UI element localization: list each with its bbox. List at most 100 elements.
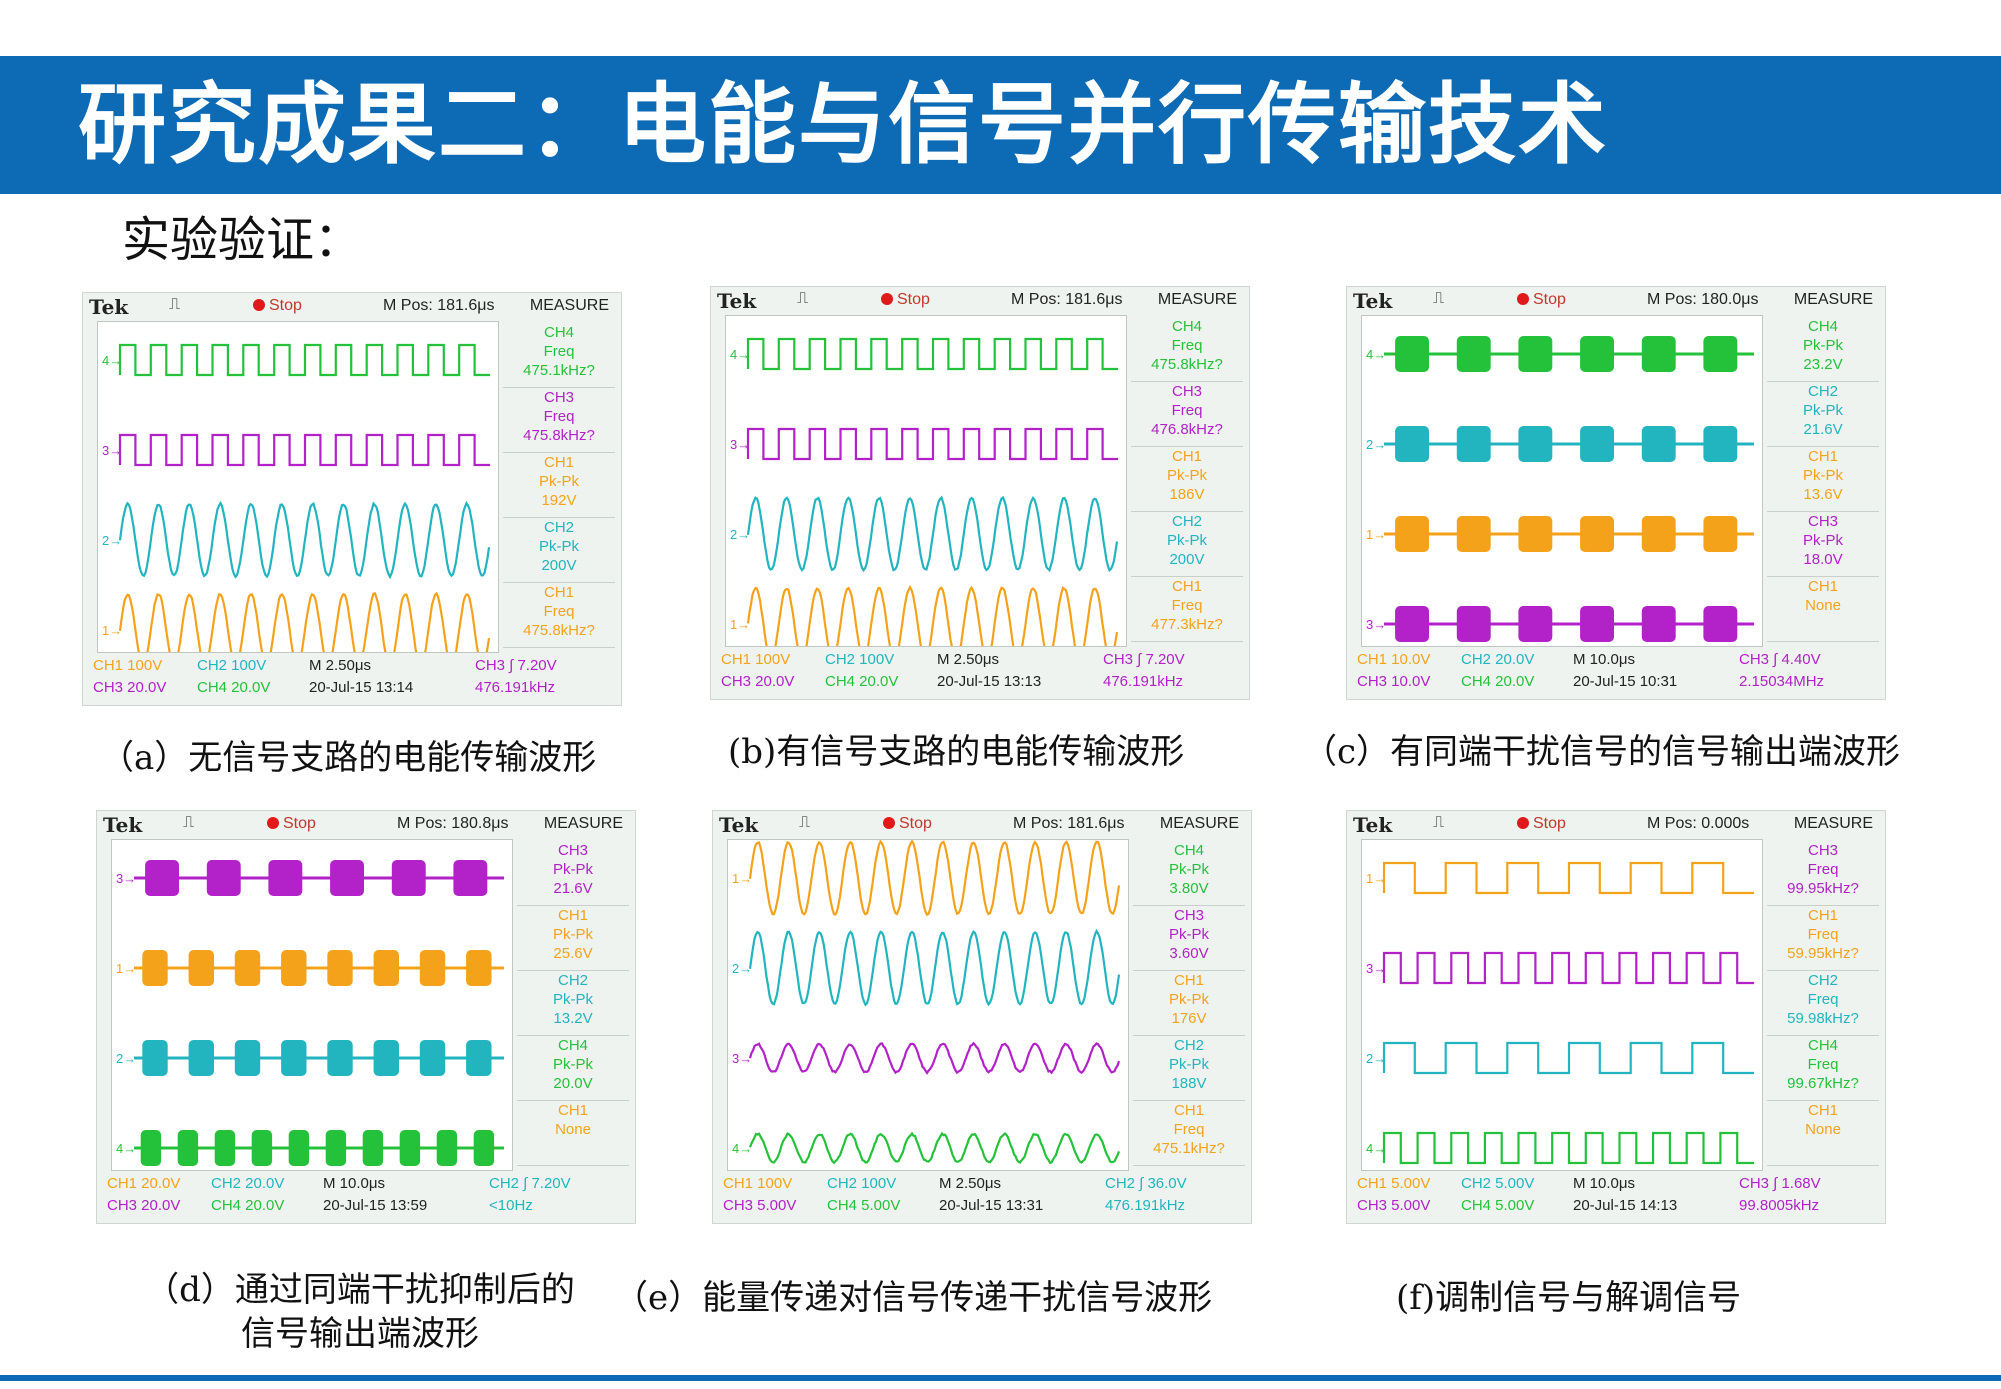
measure-label: MEASURE bbox=[1794, 291, 1873, 309]
scope-header: Tek ⎍ Stop M Pos: 181.6μs MEASURE bbox=[713, 811, 1251, 837]
footer-freq: 476.191kHz bbox=[475, 679, 555, 696]
footer-trigger: CH2 ∫ 7.20V bbox=[489, 1175, 571, 1192]
stop-dot-icon bbox=[883, 817, 895, 829]
trace-ch1 bbox=[1384, 863, 1754, 893]
trace-ch2 bbox=[1384, 1043, 1754, 1073]
footer-ch2: CH2 20.0V bbox=[211, 1175, 284, 1192]
trace-ch2-burst bbox=[1703, 426, 1737, 462]
trace-ch3-burst bbox=[145, 860, 179, 896]
trace-ch4-burst bbox=[1580, 336, 1614, 372]
stop-status: Stop bbox=[267, 815, 316, 833]
trace-marker: 1→ bbox=[1366, 871, 1386, 886]
footer-ch4: CH4 20.0V bbox=[1461, 673, 1534, 690]
trace-ch1-burst bbox=[281, 950, 306, 986]
trace-ch1 bbox=[750, 841, 1119, 914]
measurement-value: 186V bbox=[1131, 485, 1243, 504]
brand-label: Tek bbox=[1353, 289, 1392, 313]
trace-ch3 bbox=[1384, 953, 1754, 983]
trace-marker: 1→ bbox=[116, 961, 136, 976]
stop-label: Stop bbox=[1533, 291, 1566, 308]
trace-ch3 bbox=[748, 429, 1118, 459]
measurement-item: CH4 Pk-Pk 3.80V bbox=[1133, 841, 1245, 906]
measurement-channel: CH1 bbox=[1767, 447, 1879, 466]
waveform-svg: 4→ 3→ 2→ 1→ bbox=[726, 316, 1126, 646]
footer-freq: <10Hz bbox=[489, 1197, 533, 1214]
panel-caption: (f)调制信号与解调信号 bbox=[1396, 1276, 1741, 1320]
measurement-item: CH2 Pk-Pk 188V bbox=[1133, 1036, 1245, 1101]
trace-marker: 3→ bbox=[116, 871, 136, 886]
trace-marker: 1→ bbox=[732, 871, 752, 886]
footer-ch4: CH4 20.0V bbox=[197, 679, 270, 696]
trace-marker: 3→ bbox=[730, 437, 750, 452]
stop-dot-icon bbox=[1517, 293, 1529, 305]
measurement-value: 18.0V bbox=[1767, 550, 1879, 569]
panel-caption: （e）能量传递对信号传递干扰信号波形 bbox=[614, 1276, 1212, 1320]
scope-header: Tek ⎍ Stop M Pos: 181.6μs MEASURE bbox=[711, 287, 1249, 313]
scope-header: Tek ⎍ Stop M Pos: 180.8μs MEASURE bbox=[97, 811, 635, 837]
waveform-svg: 3→1→2→4→ bbox=[112, 840, 512, 1170]
oscilloscope-panel: Tek ⎍ Stop M Pos: 180.0μs MEASURE 4→ 2→ 1→ 3→ CH4… bbox=[1346, 286, 1886, 700]
trace-marker: 4→ bbox=[102, 353, 122, 368]
mpos-readout: M Pos: 0.000s bbox=[1647, 815, 1749, 833]
measurement-value: 475.8kHz? bbox=[503, 426, 615, 445]
waveform-svg: 4→ 3→ 2→ 1→ bbox=[98, 322, 498, 652]
scope-footer: CH1 100V CH2 100V M 2.50μs CH2 ∫ 36.0V CH3 5… bbox=[717, 1173, 1251, 1223]
measurement-item: CH2 Pk-Pk 200V bbox=[503, 518, 615, 583]
trace-ch1-burst bbox=[466, 950, 491, 986]
brand-label: Tek bbox=[1353, 813, 1392, 837]
footer-ch4: CH4 5.00V bbox=[1461, 1197, 1534, 1214]
measurement-value: None bbox=[1767, 1120, 1879, 1139]
trace-ch3-burst bbox=[1395, 606, 1429, 642]
measurement-channel: CH1 bbox=[1767, 1101, 1879, 1120]
waveform-svg: 1→2→3→4→ bbox=[728, 840, 1128, 1170]
trace-marker: 4→ bbox=[1366, 347, 1386, 362]
footer-ch3: CH3 5.00V bbox=[723, 1197, 796, 1214]
measurement-item: CH3 Freq 475.8kHz? bbox=[503, 388, 615, 453]
trace-marker: 4→ bbox=[1366, 1141, 1386, 1156]
footer-datetime: 20-Jul-15 13:59 bbox=[323, 1197, 427, 1214]
trace-ch4-burst bbox=[1457, 336, 1491, 372]
trigger-icon: ⎍ bbox=[1433, 290, 1444, 308]
trace-ch4-burst bbox=[363, 1130, 383, 1166]
panel-caption: （c）有同端干扰信号的信号输出端波形 bbox=[1303, 730, 1900, 774]
measurement-column: CH4 Freq 475.8kHz? CH3 Freq 476.8kHz? CH1 Pk-Pk… bbox=[1131, 317, 1243, 642]
footer-trigger: CH3 ∫ 4.40V bbox=[1739, 651, 1821, 668]
mpos-readout: M Pos: 181.6μs bbox=[383, 297, 495, 315]
trace-ch3-burst bbox=[268, 860, 302, 896]
trace-ch3-burst bbox=[207, 860, 241, 896]
measurement-value: 59.98kHz? bbox=[1767, 1009, 1879, 1028]
trace-ch1 bbox=[120, 593, 489, 652]
trace-ch2-burst bbox=[1518, 426, 1552, 462]
measurement-channel: CH1 bbox=[517, 1101, 629, 1120]
waveform-plot: 1→ 3→ 2→ 4→ bbox=[1361, 839, 1763, 1171]
oscilloscope-panel: Tek ⎍ Stop M Pos: 181.6μs MEASURE 4→ 3→ 2→ 1→ CH4… bbox=[710, 286, 1250, 700]
measurement-item: CH3 Pk-Pk 18.0V bbox=[1767, 512, 1879, 577]
measurement-channel: CH2 bbox=[1131, 512, 1243, 531]
measurement-type: Freq bbox=[1131, 336, 1243, 355]
measurement-value: 475.1kHz? bbox=[1133, 1139, 1245, 1158]
trigger-icon: ⎍ bbox=[1433, 814, 1444, 832]
footer-datetime: 20-Jul-15 13:14 bbox=[309, 679, 413, 696]
footer-datetime: 20-Jul-15 10:31 bbox=[1573, 673, 1677, 690]
trace-marker: 2→ bbox=[730, 527, 750, 542]
stop-status: Stop bbox=[253, 297, 302, 315]
trace-marker: 2→ bbox=[732, 961, 752, 976]
measurement-item: CH1 Pk-Pk 186V bbox=[1131, 447, 1243, 512]
trace-ch2 bbox=[748, 498, 1117, 571]
measurement-value: 20.0V bbox=[517, 1074, 629, 1093]
footer-ch1: CH1 20.0V bbox=[107, 1175, 180, 1192]
trigger-icon: ⎍ bbox=[797, 290, 808, 308]
waveform-svg: 4→2→1→3→ bbox=[1362, 316, 1762, 646]
trace-ch4-burst bbox=[1395, 336, 1429, 372]
measurement-value: 477.3kHz? bbox=[1131, 615, 1243, 634]
measurement-item: CH3 Pk-Pk 21.6V bbox=[517, 841, 629, 906]
trace-ch2-burst bbox=[281, 1040, 306, 1076]
measurement-channel: CH3 bbox=[1133, 906, 1245, 925]
measurement-type: Freq bbox=[503, 342, 615, 361]
measurement-item: CH1 None bbox=[1767, 1101, 1879, 1166]
trace-ch2-burst bbox=[142, 1040, 167, 1076]
measurement-channel: CH1 bbox=[1133, 1101, 1245, 1120]
trace-ch1-burst bbox=[189, 950, 214, 986]
measurement-value: 25.6V bbox=[517, 944, 629, 963]
trace-ch2-burst bbox=[466, 1040, 491, 1076]
